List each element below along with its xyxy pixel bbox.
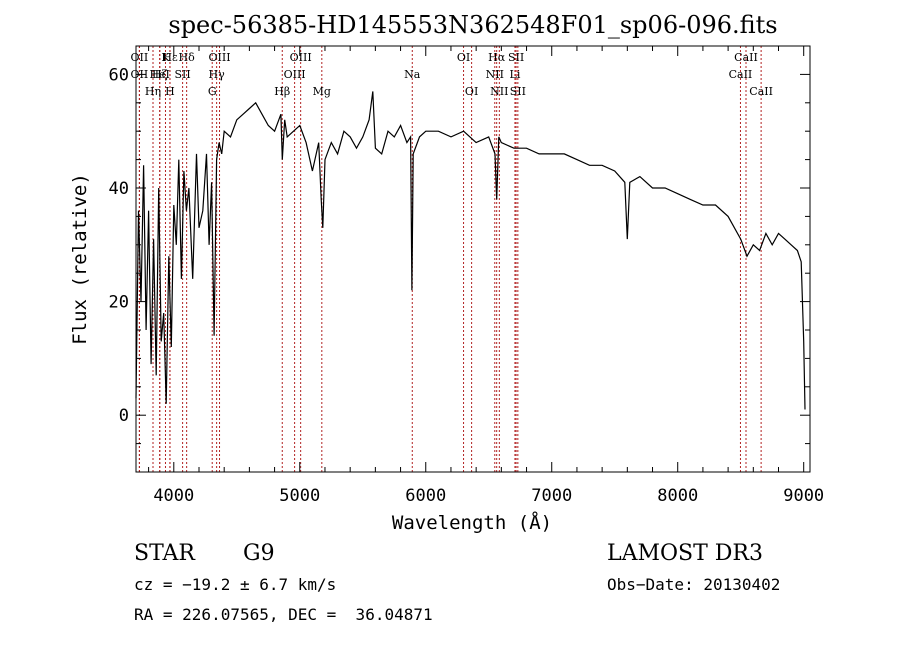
object-subclass: G9 [243,541,275,566]
emission-line-markers [138,46,762,472]
line-label: Hη [145,85,161,98]
x-tick-label: 5000 [279,486,320,506]
line-label: Hα [488,51,506,64]
x-tick-label: 4000 [153,486,194,506]
line-label: NII [490,85,508,98]
line-label: SII [174,68,190,81]
line-label: G [208,85,217,98]
chart-title: spec-56385-HD145553N362548F01_sp06-096.f… [168,11,777,39]
line-label: CaII [749,85,773,98]
line-label: OIII [290,51,312,64]
x-axis-label: Wavelength (Å) [392,511,552,534]
line-label: NII [486,68,504,81]
x-tick-label: 7000 [531,486,572,506]
y-tick-label: 20 [109,293,129,313]
coordinates: RA = 226.07565, DEC = 36.04871 [134,605,433,624]
plot-frame [135,45,811,473]
line-label: OIII [284,68,306,81]
x-axis: 4000 5000 6000 7000 8000 9000 [148,46,824,506]
line-label: Hβ [274,85,290,98]
line-label: Hζ [152,68,168,81]
line-label: Hγ [209,68,226,81]
x-tick-label: 9000 [783,486,824,506]
line-label: Li [510,68,521,81]
line-label: Hδ [179,51,196,64]
y-tick-label: 0 [119,406,129,426]
object-class: STAR [134,541,196,566]
x-tick-label: 8000 [657,486,698,506]
line-label: OI [465,85,478,98]
line-label: Na [404,68,421,81]
survey-name: LAMOST DR3 [607,541,763,566]
y-tick-label: 60 [109,65,129,85]
y-tick-label: 40 [109,179,129,199]
line-label: OIII [208,51,230,64]
y-axis: 0 20 40 60 [109,45,810,473]
redshift-text: cz = −19.2 ± 6.7 km/s [134,575,336,594]
line-label: SII [508,51,524,64]
obs-date: Obs−Date: 20130402 [607,575,780,594]
x-tick-label: 6000 [405,486,446,506]
line-label: H [165,85,175,98]
line-label: CaII [734,51,758,64]
line-label: CaII [729,68,753,81]
line-label: OII [131,51,149,64]
spectrum-line [135,91,806,410]
line-label: Mg [313,85,331,98]
line-label: OI [457,51,470,64]
line-label: SII [510,85,526,98]
line-label: HeI [149,68,169,81]
line-label: K [161,51,170,64]
y-axis-label: Flux (relative) [69,173,91,345]
